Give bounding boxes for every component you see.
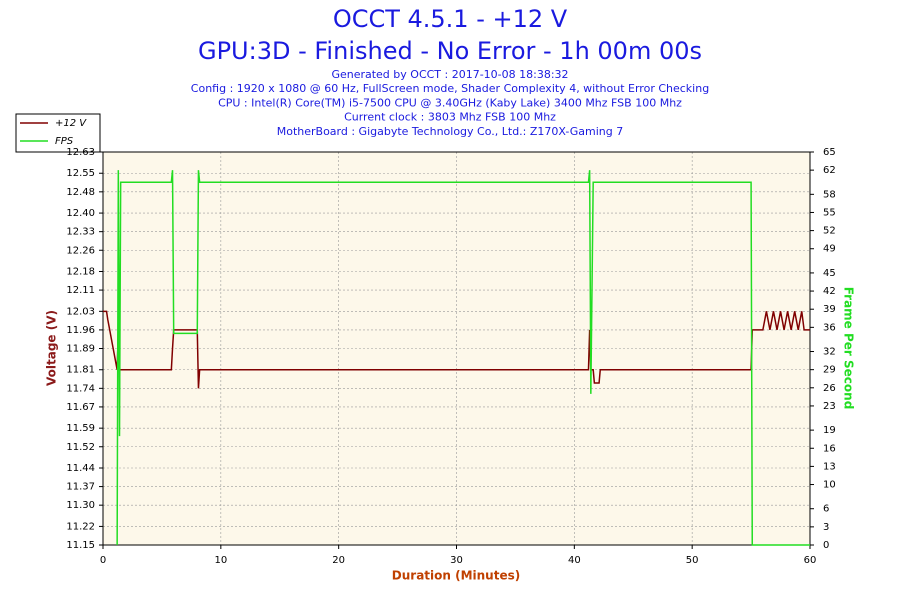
legend-label: +12 V — [55, 118, 87, 129]
y2-tick-label: 23 — [823, 401, 836, 412]
y-axis-title: Voltage (V) — [45, 310, 59, 386]
plot-frame — [102, 151, 811, 546]
y2-tick-label: 19 — [823, 425, 836, 436]
y-tick-label: 11.52 — [66, 442, 95, 453]
x-axis-title: Duration (Minutes) — [392, 569, 520, 583]
y-tick-label: 12.55 — [66, 168, 95, 179]
y-tick-label: 11.81 — [66, 365, 95, 376]
info-line: Current clock : 3803 Mhz FSB 100 Mhz — [344, 111, 556, 124]
y2-tick-label: 10 — [823, 480, 836, 491]
y2-tick-label: 13 — [823, 461, 836, 472]
y2-tick-label: 62 — [823, 165, 836, 176]
y-tick-label: 11.67 — [66, 402, 95, 413]
y-tick-label: 12.11 — [66, 285, 95, 296]
info-line: MotherBoard : Gigabyte Technology Co., L… — [277, 125, 624, 138]
y2-tick-label: 32 — [823, 347, 836, 358]
chart-title: OCCT 4.5.1 - +12 V — [333, 5, 568, 33]
y-tick-label: 12.48 — [66, 187, 95, 198]
series-line — [103, 310, 810, 389]
y-tick-label: 12.33 — [66, 227, 95, 238]
x-tick-label: 60 — [804, 555, 817, 566]
y2-tick-label: 49 — [823, 244, 836, 255]
x-tick-label: 20 — [332, 555, 345, 566]
y2-tick-label: 52 — [823, 226, 836, 237]
y-tick-label: 11.22 — [66, 521, 95, 532]
x-tick-label: 50 — [686, 555, 699, 566]
info-line: CPU : Intel(R) Core(TM) i5-7500 CPU @ 3.… — [218, 96, 682, 109]
y2-tick-label: 0 — [823, 540, 829, 551]
x-tick-label: 0 — [100, 555, 106, 566]
y-tick-label: 12.63 — [66, 147, 95, 158]
legend-label: FPS — [55, 136, 74, 147]
y2-tick-label: 26 — [823, 383, 836, 394]
chart-subtitle: GPU:3D - Finished - No Error - 1h 00m 00… — [198, 37, 702, 65]
info-line: Generated by OCCT : 2017-10-08 18:38:32 — [331, 68, 568, 81]
y2-tick-label: 45 — [823, 268, 836, 279]
y2-tick-label: 36 — [823, 322, 836, 333]
y2-tick-label: 39 — [823, 304, 836, 315]
info-line: Config : 1920 x 1080 @ 60 Hz, FullScreen… — [191, 82, 709, 95]
y-tick-label: 11.44 — [66, 463, 95, 474]
y-tick-label: 11.59 — [66, 423, 95, 434]
y-tick-label: 12.40 — [66, 208, 95, 219]
y-tick-label: 11.74 — [66, 383, 95, 394]
y-tick-label: 12.18 — [66, 266, 95, 277]
y-tick-label: 11.96 — [66, 325, 95, 336]
y2-tick-label: 42 — [823, 286, 836, 297]
x-tick-label: 40 — [568, 555, 581, 566]
y2-tick-label: 65 — [823, 147, 836, 158]
x-tick-label: 30 — [450, 555, 463, 566]
series-line — [116, 170, 810, 546]
y2-tick-label: 6 — [823, 504, 829, 515]
y2-tick-label: 29 — [823, 365, 836, 376]
y2-tick-label: 58 — [823, 189, 836, 200]
y-tick-label: 11.89 — [66, 344, 95, 355]
y-tick-label: 12.26 — [66, 245, 95, 256]
y-tick-label: 11.30 — [66, 500, 95, 511]
y-tick-label: 12.03 — [66, 306, 95, 317]
y-tick-label: 11.37 — [66, 482, 95, 493]
y2-tick-label: 3 — [823, 522, 829, 533]
y-tick-label: 11.15 — [66, 540, 95, 551]
y2-tick-label: 55 — [823, 207, 836, 218]
x-tick-label: 10 — [214, 555, 227, 566]
legend-box — [15, 113, 101, 153]
y2-tick-label: 16 — [823, 443, 836, 454]
y2-axis-title: Frame Per Second — [842, 287, 856, 410]
